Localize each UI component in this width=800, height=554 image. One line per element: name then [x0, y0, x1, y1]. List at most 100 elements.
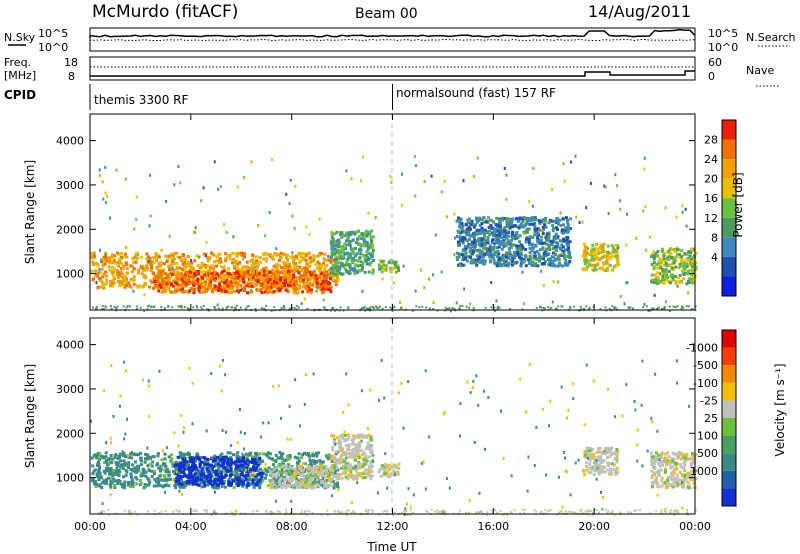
power-cell [346, 258, 350, 261]
power-cell [287, 265, 291, 268]
power-cell [158, 283, 162, 287]
velocity-cell [315, 480, 319, 484]
power-cell [457, 225, 461, 229]
velocity-cell [316, 475, 320, 479]
power-colorbar-tick: 8 [711, 231, 718, 244]
power-cell [495, 264, 499, 268]
power-cell [565, 220, 569, 224]
power-cell [475, 263, 479, 267]
power-cell [304, 272, 308, 276]
power-speckle [139, 284, 142, 288]
velocity-cell [286, 457, 290, 461]
power-cell [520, 222, 523, 226]
power-cell [475, 232, 479, 236]
velocity-cell [94, 485, 98, 488]
power-cell [197, 272, 200, 276]
power-cell [306, 280, 310, 284]
power-cell [519, 256, 523, 260]
power-cell [556, 245, 560, 249]
power-ground-cell [246, 305, 249, 308]
velocity-cell [185, 465, 189, 469]
power-cell [547, 252, 551, 256]
power-ground-cell [444, 306, 447, 309]
power-ground-cell [573, 305, 575, 308]
velocity-cell [322, 466, 326, 470]
power-speckle [557, 280, 559, 284]
power-cell [608, 257, 612, 261]
power-cell [591, 257, 595, 261]
power-cell [598, 247, 602, 250]
power-cell [552, 235, 556, 239]
velocity-cell [203, 456, 207, 460]
velocity-cell [152, 472, 156, 476]
power-cell [275, 289, 279, 293]
power-speckle [135, 195, 138, 199]
power-cell [305, 252, 309, 256]
power-ground-cell [663, 306, 666, 309]
power-cell [301, 290, 305, 294]
power-cell [124, 261, 128, 265]
power-cell [523, 217, 527, 221]
power-cell [513, 256, 517, 260]
power-ground-cell [94, 307, 97, 310]
power-cell [481, 259, 485, 262]
power-cell [277, 253, 281, 257]
velocity-cell [131, 463, 135, 467]
velocity-cell [264, 453, 268, 456]
power-cell [245, 275, 249, 278]
power-cell [526, 221, 529, 225]
velocity-cell [306, 485, 310, 489]
power-speckle [270, 158, 273, 162]
power-cell [175, 282, 179, 286]
velocity-cell [244, 461, 247, 465]
power-cell [461, 249, 465, 253]
velocity-cell [329, 434, 333, 438]
power-cell [325, 270, 328, 274]
velocity-cell [162, 478, 166, 482]
velocity-cell [184, 484, 187, 488]
power-cell [148, 256, 152, 260]
velocity-cell [316, 470, 320, 474]
velocity-cell [309, 484, 313, 488]
power-cell [112, 267, 116, 271]
power-cell [158, 264, 161, 268]
velocity-cell [201, 474, 205, 478]
power-speckle [316, 286, 319, 290]
power-cell [547, 233, 551, 237]
power-cell [97, 271, 101, 275]
power-cell [140, 285, 144, 289]
power-cell [208, 274, 212, 278]
velocity-cell [202, 480, 206, 484]
power-cell [587, 261, 591, 264]
power-cell [460, 228, 464, 232]
velocity-cell [134, 475, 138, 479]
power-cell [124, 284, 128, 287]
velocity-cell [182, 462, 186, 466]
power-cell [135, 251, 138, 255]
power-cell [309, 259, 313, 263]
velocity-cell [212, 485, 216, 489]
velocity-cell [177, 479, 181, 483]
power-cell [96, 286, 100, 290]
power-cell [468, 249, 472, 253]
velocity-cell [305, 478, 309, 482]
power-cell [278, 264, 281, 268]
power-cell [256, 288, 260, 292]
power-cell [516, 250, 519, 254]
power-cell [455, 251, 459, 255]
velocity-cell [331, 480, 335, 484]
velocity-cell [251, 477, 255, 481]
power-cell [104, 251, 108, 255]
power-speckle [222, 223, 225, 226]
velocity-cell [235, 464, 238, 468]
power-cell [551, 223, 555, 227]
power-cell [129, 264, 133, 268]
velocity-cell [221, 461, 225, 465]
power-cell [308, 270, 312, 274]
power-cell [611, 268, 615, 272]
velocity-cell [203, 478, 207, 482]
velocity-cell [320, 467, 323, 471]
power-cell [182, 289, 185, 293]
power-ground-cell [293, 306, 296, 309]
power-cell [157, 261, 161, 265]
